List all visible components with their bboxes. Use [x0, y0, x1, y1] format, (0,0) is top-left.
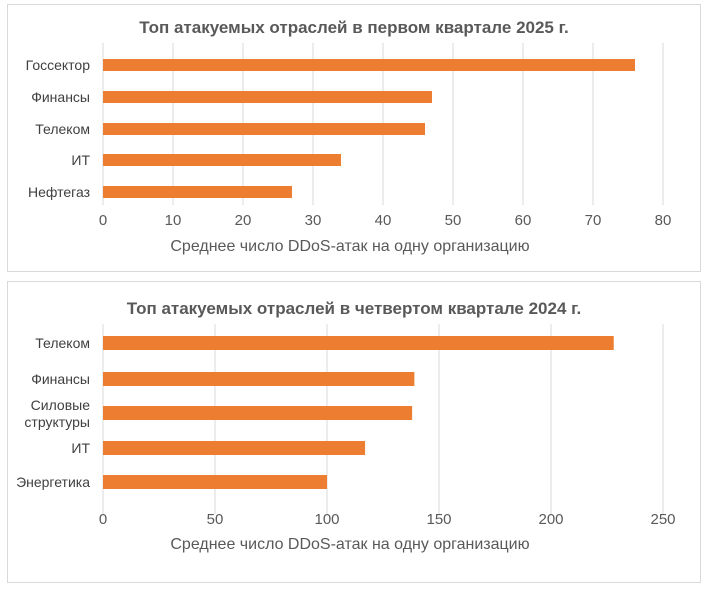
bar-5 — [103, 475, 327, 489]
chart-title: Топ атакуемых отраслей в первом квартале… — [139, 18, 568, 37]
chart-q1-2025: Топ атакуемых отраслей в первом квартале… — [26, 18, 672, 255]
chart-title: Топ атакуемых отраслей в четвертом кварт… — [127, 299, 581, 318]
x-tick-label: 70 — [585, 212, 602, 229]
y-category-label: структуры — [24, 414, 90, 430]
y-category-label: ИТ — [71, 440, 90, 456]
y-category-label: Телеком — [35, 121, 90, 137]
y-category-label: Финансы — [31, 371, 90, 387]
bar-2 — [103, 91, 432, 103]
x-tick-label: 80 — [655, 212, 672, 229]
x-tick-label: 40 — [375, 212, 392, 229]
x-tick-label: 0 — [99, 511, 107, 528]
x-axis-title: Среднее число DDoS-атак на одну организа… — [170, 238, 529, 255]
bar-3 — [103, 123, 425, 135]
chart-q4-2024: Топ атакуемых отраслей в четвертом кварт… — [16, 299, 675, 553]
bar-4 — [103, 154, 341, 166]
bar-4 — [103, 441, 366, 455]
x-tick-label: 250 — [650, 511, 675, 528]
x-tick-label: 50 — [445, 212, 462, 229]
y-category-label: Телеком — [35, 335, 90, 351]
y-category-label: Энергетика — [16, 474, 90, 490]
x-tick-label: 0 — [99, 212, 107, 229]
y-category-label: Силовые — [31, 397, 91, 413]
y-category-label: ИТ — [71, 152, 90, 168]
bar-2 — [103, 372, 415, 386]
y-category-label: Госсектор — [26, 57, 91, 73]
bar-1 — [103, 59, 635, 71]
y-category-label: Нефтегаз — [28, 184, 90, 200]
x-tick-label: 20 — [235, 212, 252, 229]
chart-panel-q1-2025: Топ атакуемых отраслей в первом квартале… — [7, 4, 701, 272]
bar-3 — [103, 406, 413, 420]
x-tick-label: 30 — [305, 212, 322, 229]
bar-5 — [103, 186, 292, 198]
x-tick-label: 150 — [426, 511, 451, 528]
x-tick-label: 100 — [314, 511, 339, 528]
bar-1 — [103, 336, 614, 350]
x-tick-label: 60 — [515, 212, 532, 229]
x-axis-title: Среднее число DDoS-атак на одну организа… — [170, 536, 529, 553]
chart-panel-q4-2024: Топ атакуемых отраслей в четвертом кварт… — [7, 281, 701, 583]
x-tick-label: 200 — [538, 511, 563, 528]
x-tick-label: 50 — [207, 511, 224, 528]
y-category-label: Финансы — [31, 89, 90, 105]
x-tick-label: 10 — [165, 212, 182, 229]
